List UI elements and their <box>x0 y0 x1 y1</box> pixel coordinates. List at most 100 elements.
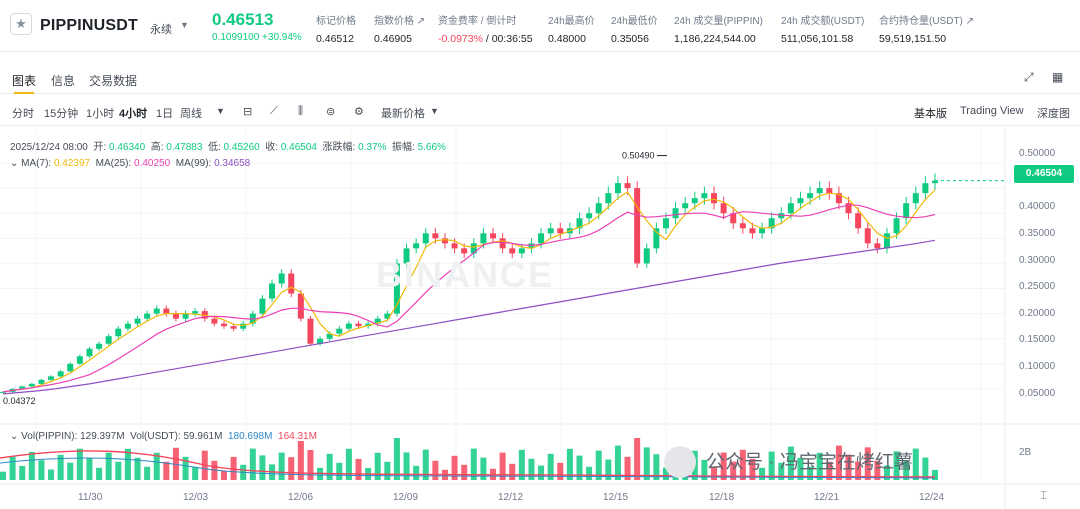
x-tick: 12/12 <box>498 492 524 503</box>
interval-1w[interactable]: 周线 <box>180 108 202 120</box>
candle-body <box>835 193 842 204</box>
volume-bar <box>124 448 131 480</box>
volume-legend: ⌄ Vol(PIPPIN): 129.397M Vol(USDT): 59.96… <box>10 431 317 442</box>
volume-bar <box>528 458 535 480</box>
candle-body <box>480 233 487 244</box>
candle-body <box>182 313 189 319</box>
volume-bar <box>134 457 141 480</box>
ma-toggle-icon[interactable]: ⌄ <box>10 158 19 169</box>
volume-bar <box>0 471 6 480</box>
symbol-dropdown-icon[interactable]: ▼ <box>180 20 189 30</box>
settings-gear-icon[interactable]: ⚙ <box>354 106 364 118</box>
favorite-star-icon[interactable]: ★ <box>10 13 32 35</box>
volume-bar <box>144 466 151 480</box>
interval-4h[interactable]: 4小时 <box>119 108 148 120</box>
volume-bar <box>701 459 708 480</box>
high-value: 0.47883 <box>166 142 203 153</box>
candle-body <box>384 313 391 319</box>
candle-body <box>624 183 631 189</box>
layers-icon[interactable]: ⊜ <box>326 106 336 118</box>
ma99-label: MA(99): <box>175 158 212 169</box>
volume-toggle-icon[interactable]: ⌄ <box>10 431 19 442</box>
grid-layout-icon[interactable]: ▦ <box>1052 70 1064 84</box>
volume-bar <box>768 451 775 480</box>
ohlc-legend: 2025/12/24 08:00 开: 0.46340 高: 0.47883 低… <box>10 138 446 153</box>
volume-bar <box>57 454 64 480</box>
price-type-select[interactable]: 最新价格 <box>381 108 425 120</box>
candle-body <box>220 323 227 327</box>
candle-body <box>711 193 718 204</box>
volume-bar <box>249 448 256 480</box>
ma25-label: MA(25): <box>95 158 132 169</box>
drawing-tools-icon[interactable]: ⟋ <box>270 105 278 117</box>
view-tradingview[interactable]: Trading View <box>960 105 1024 117</box>
expand-icon[interactable]: ⤢ <box>1024 70 1034 84</box>
volume-ma-line <box>0 450 936 478</box>
volume-bar <box>643 447 650 480</box>
interval-1h[interactable]: 1小时 <box>86 108 115 120</box>
candle-body <box>297 293 304 319</box>
vol-label: Vol(PIPPIN): <box>21 431 78 442</box>
interval-timeline[interactable]: 分时 <box>12 108 34 120</box>
volume-bar <box>422 449 429 480</box>
candle-body <box>105 336 112 344</box>
tab-info[interactable]: 信息 <box>51 74 76 88</box>
view-basic[interactable]: 基本版 <box>914 108 947 120</box>
candle-type-icon[interactable]: ⫼ <box>298 105 304 117</box>
indicators-icon[interactable]: ⊟ <box>243 106 253 118</box>
volume-bar <box>576 455 583 480</box>
volume-bar <box>624 456 631 480</box>
x-tick: 12/24 <box>919 492 945 503</box>
candle-body <box>576 218 583 229</box>
interval-1d[interactable]: 1日 <box>156 108 174 120</box>
more-intervals-icon[interactable]: ▼ <box>216 106 225 116</box>
candle-body <box>48 376 55 380</box>
volume-bar <box>278 452 285 480</box>
tab-chart[interactable]: 图表 <box>12 74 37 94</box>
symbol-name[interactable]: PIPPINUSDT <box>40 17 139 34</box>
candle-body <box>643 248 650 264</box>
volume-bar <box>883 465 890 480</box>
ma99-value: 0.34658 <box>214 158 251 169</box>
candle-body <box>768 218 775 229</box>
stat-value: 0.46905 <box>374 33 412 45</box>
kline-chart[interactable]: 0.50490 0.04372 BINANCE 2025/12/24 08:00 … <box>0 128 1080 509</box>
axis-settings-icon[interactable]: ⌶ <box>1040 488 1048 502</box>
y-tick: 0.50000 <box>1019 148 1056 159</box>
volume-axis-label: 2B <box>1019 447 1032 458</box>
volume-bar <box>220 470 227 480</box>
tab-trading-data[interactable]: 交易数据 <box>89 74 138 88</box>
view-depth[interactable]: 深度图 <box>1037 108 1070 120</box>
volume-bar <box>192 466 199 480</box>
volume-bar <box>932 469 938 480</box>
funding-rate-value: -0.0973% <box>438 33 483 45</box>
stat-value: 1,186,224,544.00 <box>674 33 756 45</box>
interval-15m[interactable]: 15分钟 <box>44 108 79 120</box>
candle-body <box>134 318 141 324</box>
candle-body <box>518 248 525 254</box>
kline-chart-canvas[interactable]: 0.50490 0.04372 <box>0 128 1080 509</box>
candle-body <box>759 228 766 234</box>
candle-body <box>557 228 564 234</box>
stat-open-interest[interactable]: 合约持仓量(USDT) ↗ 59,519,151.50 <box>879 12 974 45</box>
stat-value: 0.46512 <box>316 33 354 45</box>
candle-body <box>163 308 170 314</box>
stat-index-price[interactable]: 指数价格 ↗ 0.46905 <box>374 12 425 45</box>
price-type-chevron-icon[interactable]: ▼ <box>430 106 439 116</box>
candle-body <box>96 343 103 349</box>
candle-body <box>269 283 276 299</box>
candle-body <box>28 383 35 387</box>
candle-body <box>701 193 708 199</box>
candle-body <box>499 238 506 249</box>
candle-body <box>345 323 352 329</box>
volume-ma-line <box>0 457 936 479</box>
candle-body <box>57 371 64 377</box>
candle-body <box>538 233 545 244</box>
volume-bar <box>413 465 420 480</box>
candle-body <box>730 213 737 224</box>
candle-body <box>739 223 746 229</box>
candle-body <box>336 328 343 334</box>
x-tick: 12/21 <box>814 492 840 503</box>
current-price-tag: 0.46504 <box>1014 165 1074 183</box>
candle-body <box>787 203 794 214</box>
